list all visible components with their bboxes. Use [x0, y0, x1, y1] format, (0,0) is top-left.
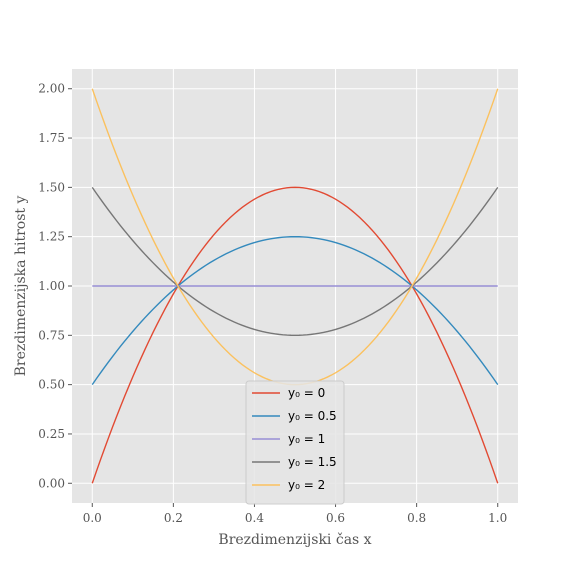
legend-entry-0: y₀ = 0 [288, 386, 325, 400]
y-tick-label: 1.25 [38, 230, 65, 244]
series-line-0 [91, 186, 499, 484]
legend: y₀ = 0 y₀ = 0.5 y₀ = 1 y₀ = 1.5 y₀ = 2 [245, 380, 345, 505]
y-tick-label: 0.75 [38, 328, 65, 342]
legend-entry-1: y₀ = 0.5 [288, 409, 337, 423]
y-ticks: 0.00 0.25 0.50 0.75 1.00 1.25 1.50 1.75 2.00 [38, 82, 72, 490]
y-tick-label: 1.50 [38, 180, 65, 194]
legend-box [245, 380, 345, 505]
legend-entry-4: y₀ = 2 [288, 478, 325, 492]
y-tick-label: 0.25 [38, 427, 65, 441]
legend-entry-2: y₀ = 1 [288, 432, 325, 446]
x-tick-label: 0.2 [164, 511, 183, 525]
x-axis-label: Brezdimenzijski čas x [218, 532, 371, 548]
legend-entry-3: y₀ = 1.5 [288, 455, 337, 469]
y-tick-label: 0.50 [38, 378, 65, 392]
series-line-1 [91, 235, 499, 386]
x-tick-label: 0.6 [326, 511, 345, 525]
x-tick-label: 1.0 [488, 511, 507, 525]
y-tick-label: 1.00 [38, 279, 65, 293]
x-ticks: 0.0 0.2 0.4 0.6 0.8 1.0 [83, 503, 507, 525]
y-tick-label: 2.00 [38, 82, 65, 96]
series-group [91, 88, 499, 484]
x-tick-label: 0.8 [407, 511, 426, 525]
x-tick-label: 0.4 [245, 511, 264, 525]
series-line-3 [91, 186, 499, 337]
y-tick-label: 1.75 [38, 131, 65, 145]
y-tick-label: 0.00 [38, 476, 65, 490]
x-tick-label: 0.0 [83, 511, 102, 525]
y-axis-label: Brezdimenzijska hitrost y [13, 196, 29, 377]
